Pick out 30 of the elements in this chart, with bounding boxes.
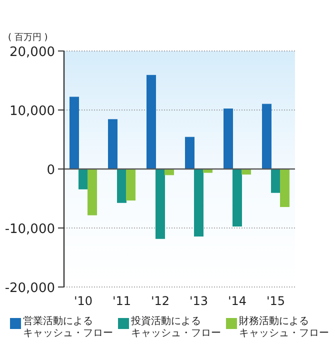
x-tick-label: '11	[112, 294, 132, 308]
bar	[271, 168, 280, 193]
bar	[224, 108, 233, 170]
bar	[262, 104, 272, 170]
x-tick-label: '13	[189, 294, 208, 308]
bar	[146, 74, 156, 170]
bar	[185, 136, 194, 170]
bar	[232, 168, 242, 226]
legend-label: 投資活動によるキャッシュ・フロー	[131, 316, 221, 340]
y-tick-label: 20,000	[10, 45, 55, 60]
bar	[194, 168, 204, 237]
bar	[280, 168, 290, 208]
y-tick-label: 0	[46, 163, 55, 178]
bar	[70, 96, 79, 170]
y-tick-label: 10,000	[10, 104, 55, 119]
bar	[88, 168, 97, 216]
y-tick-label: -10,000	[4, 222, 55, 237]
legend-label: 財務活動によるキャッシュ・フロー	[239, 316, 329, 340]
bar	[156, 168, 165, 239]
y-tick-label: -20,000	[4, 281, 55, 296]
x-tick-label: '15	[266, 294, 286, 308]
x-tick-label: '14	[228, 294, 247, 308]
x-tick-label: '12	[150, 294, 170, 308]
y-axis-title: ( 百万円 )	[8, 33, 48, 43]
bar	[126, 168, 136, 201]
bar	[78, 168, 88, 190]
bar	[108, 119, 118, 170]
bar	[117, 168, 126, 203]
legend-label: 営業活動によるキャッシュ・フロー	[23, 316, 113, 340]
x-tick-label: '10	[74, 294, 93, 308]
